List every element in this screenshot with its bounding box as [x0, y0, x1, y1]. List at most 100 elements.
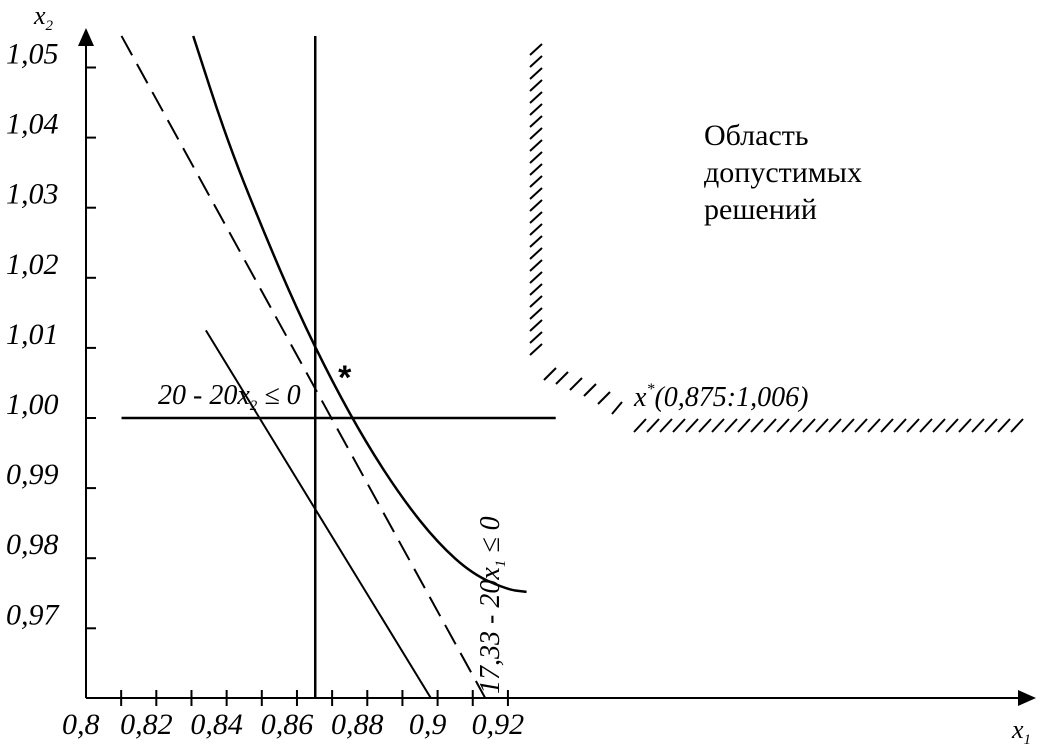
y-tick-label: 1,03 [6, 178, 59, 211]
hatch-mark [529, 199, 543, 212]
x-tick-label: 0,86 [261, 708, 314, 741]
hatch-mark [880, 418, 894, 433]
y-tick-label: 1,01 [6, 318, 59, 351]
constraint-x2-label: 20 - 20x2 ≤ 0 [158, 380, 301, 414]
x-tick-label: 0,88 [331, 708, 384, 741]
hatch-mark [789, 418, 803, 433]
hatch-mark [633, 418, 647, 433]
y-axis-label: x2 [33, 1, 54, 34]
hatch-mark [672, 418, 686, 433]
hatch-mark [802, 418, 816, 433]
hatch-mark [867, 418, 881, 433]
series-group [120, 35, 556, 698]
hatch-mark [529, 283, 543, 296]
optimum-star-marker: * [338, 359, 352, 397]
hatch-mark [529, 319, 543, 332]
hatch-mark [919, 418, 933, 433]
hatch-mark [854, 418, 868, 433]
hatch-mark [583, 383, 597, 397]
x-ticks: 0,8 0,82 0,84 0,86 0,88 0,9 0,92 [62, 690, 524, 741]
hatch-mark [529, 115, 543, 128]
tangent-dashed-line [120, 35, 487, 698]
hatch-mark [828, 418, 842, 433]
y-tick-label: 1,05 [6, 38, 59, 71]
region-line-2: допустимых [704, 156, 862, 189]
hatch-mark [971, 418, 985, 433]
x-axis-label: x1 [1011, 715, 1031, 744]
hatch-mark [529, 307, 543, 320]
hatch-mark [529, 151, 543, 164]
hatch-mark [529, 247, 543, 260]
hatch-mark [737, 418, 751, 433]
y-ticks: 0,97 0,98 0,99 1,00 1,01 1,02 1,03 1,04 1,05 [6, 38, 96, 631]
hatch-mark [932, 418, 946, 433]
hatch-mark [555, 371, 569, 385]
x-tick-label: 0,84 [190, 708, 243, 741]
axes [78, 28, 1036, 706]
x-tick-label: 0,82 [120, 708, 173, 741]
hatch-mark [724, 418, 738, 433]
hatch-mark [659, 418, 673, 433]
hatch-mark [529, 271, 543, 284]
hatch-mark [529, 79, 543, 92]
hatch-mark [529, 163, 543, 176]
hatch-mark [841, 418, 855, 433]
hatch-mark [711, 418, 725, 433]
region-line-1: Область [704, 119, 809, 152]
y-tick-label: 0,98 [6, 528, 59, 561]
x-tick-label: 0,8 [62, 708, 100, 741]
hatch-mark [776, 418, 790, 433]
hatch-mark [893, 418, 907, 433]
optimum-label: x*(0,875:1,006) [633, 381, 808, 413]
hatch-mark [529, 295, 543, 308]
hatch-mark [958, 418, 972, 433]
x-axis-arrow [1018, 690, 1036, 706]
x-tick-label: 0,9 [409, 708, 447, 741]
hatch-mark [529, 127, 543, 140]
hatch-mark [529, 103, 543, 116]
hatch-mark [750, 418, 764, 433]
hatch-mark [611, 401, 623, 415]
hatch-mark [997, 418, 1011, 433]
feasible-region-label: Область допустимых решений [704, 119, 869, 226]
hatch-mark [529, 259, 543, 272]
hatch-mark [529, 235, 543, 248]
hatch-mark [1010, 418, 1024, 433]
hatch-mark [984, 418, 998, 433]
hatch-mark [569, 377, 583, 391]
hatch-mark [685, 418, 699, 433]
optimum-point: * [338, 359, 352, 397]
hatch-mark [529, 91, 543, 104]
hatch-mark [906, 418, 920, 433]
hatch-mark [529, 187, 543, 200]
y-tick-label: 1,00 [6, 388, 59, 421]
hatch-mark [529, 175, 543, 188]
hatch-mark [646, 418, 660, 433]
hatch-mark [529, 343, 543, 356]
y-tick-label: 1,04 [6, 108, 59, 141]
hatch-mark [529, 43, 543, 56]
hatch-mark [597, 391, 611, 405]
hatch-mark [543, 367, 557, 381]
x-tick-label: 0,92 [472, 708, 525, 741]
y-axis-arrow [78, 28, 94, 46]
objective-gradient-line [205, 329, 432, 698]
region-line-3: решений [704, 193, 817, 226]
hatch-mark [815, 418, 829, 433]
y-tick-label: 0,97 [6, 598, 61, 631]
hatch-mark [698, 418, 712, 433]
hatch-mark [529, 331, 543, 344]
y-tick-label: 1,02 [6, 248, 59, 281]
hatch-mark [945, 418, 959, 433]
constraint-x1-label: 17,33 - 20x1 ≤ 0 [475, 516, 509, 694]
y-tick-label: 0,99 [6, 458, 59, 491]
hatch-mark [529, 67, 543, 80]
objective-level-curve [192, 35, 527, 594]
hatch-mark [529, 55, 543, 68]
hatch-mark [529, 223, 543, 236]
hatch-mark [529, 211, 543, 224]
hatch-mark [529, 139, 543, 152]
hatch-group [529, 43, 1024, 433]
hatch-mark [763, 418, 777, 433]
